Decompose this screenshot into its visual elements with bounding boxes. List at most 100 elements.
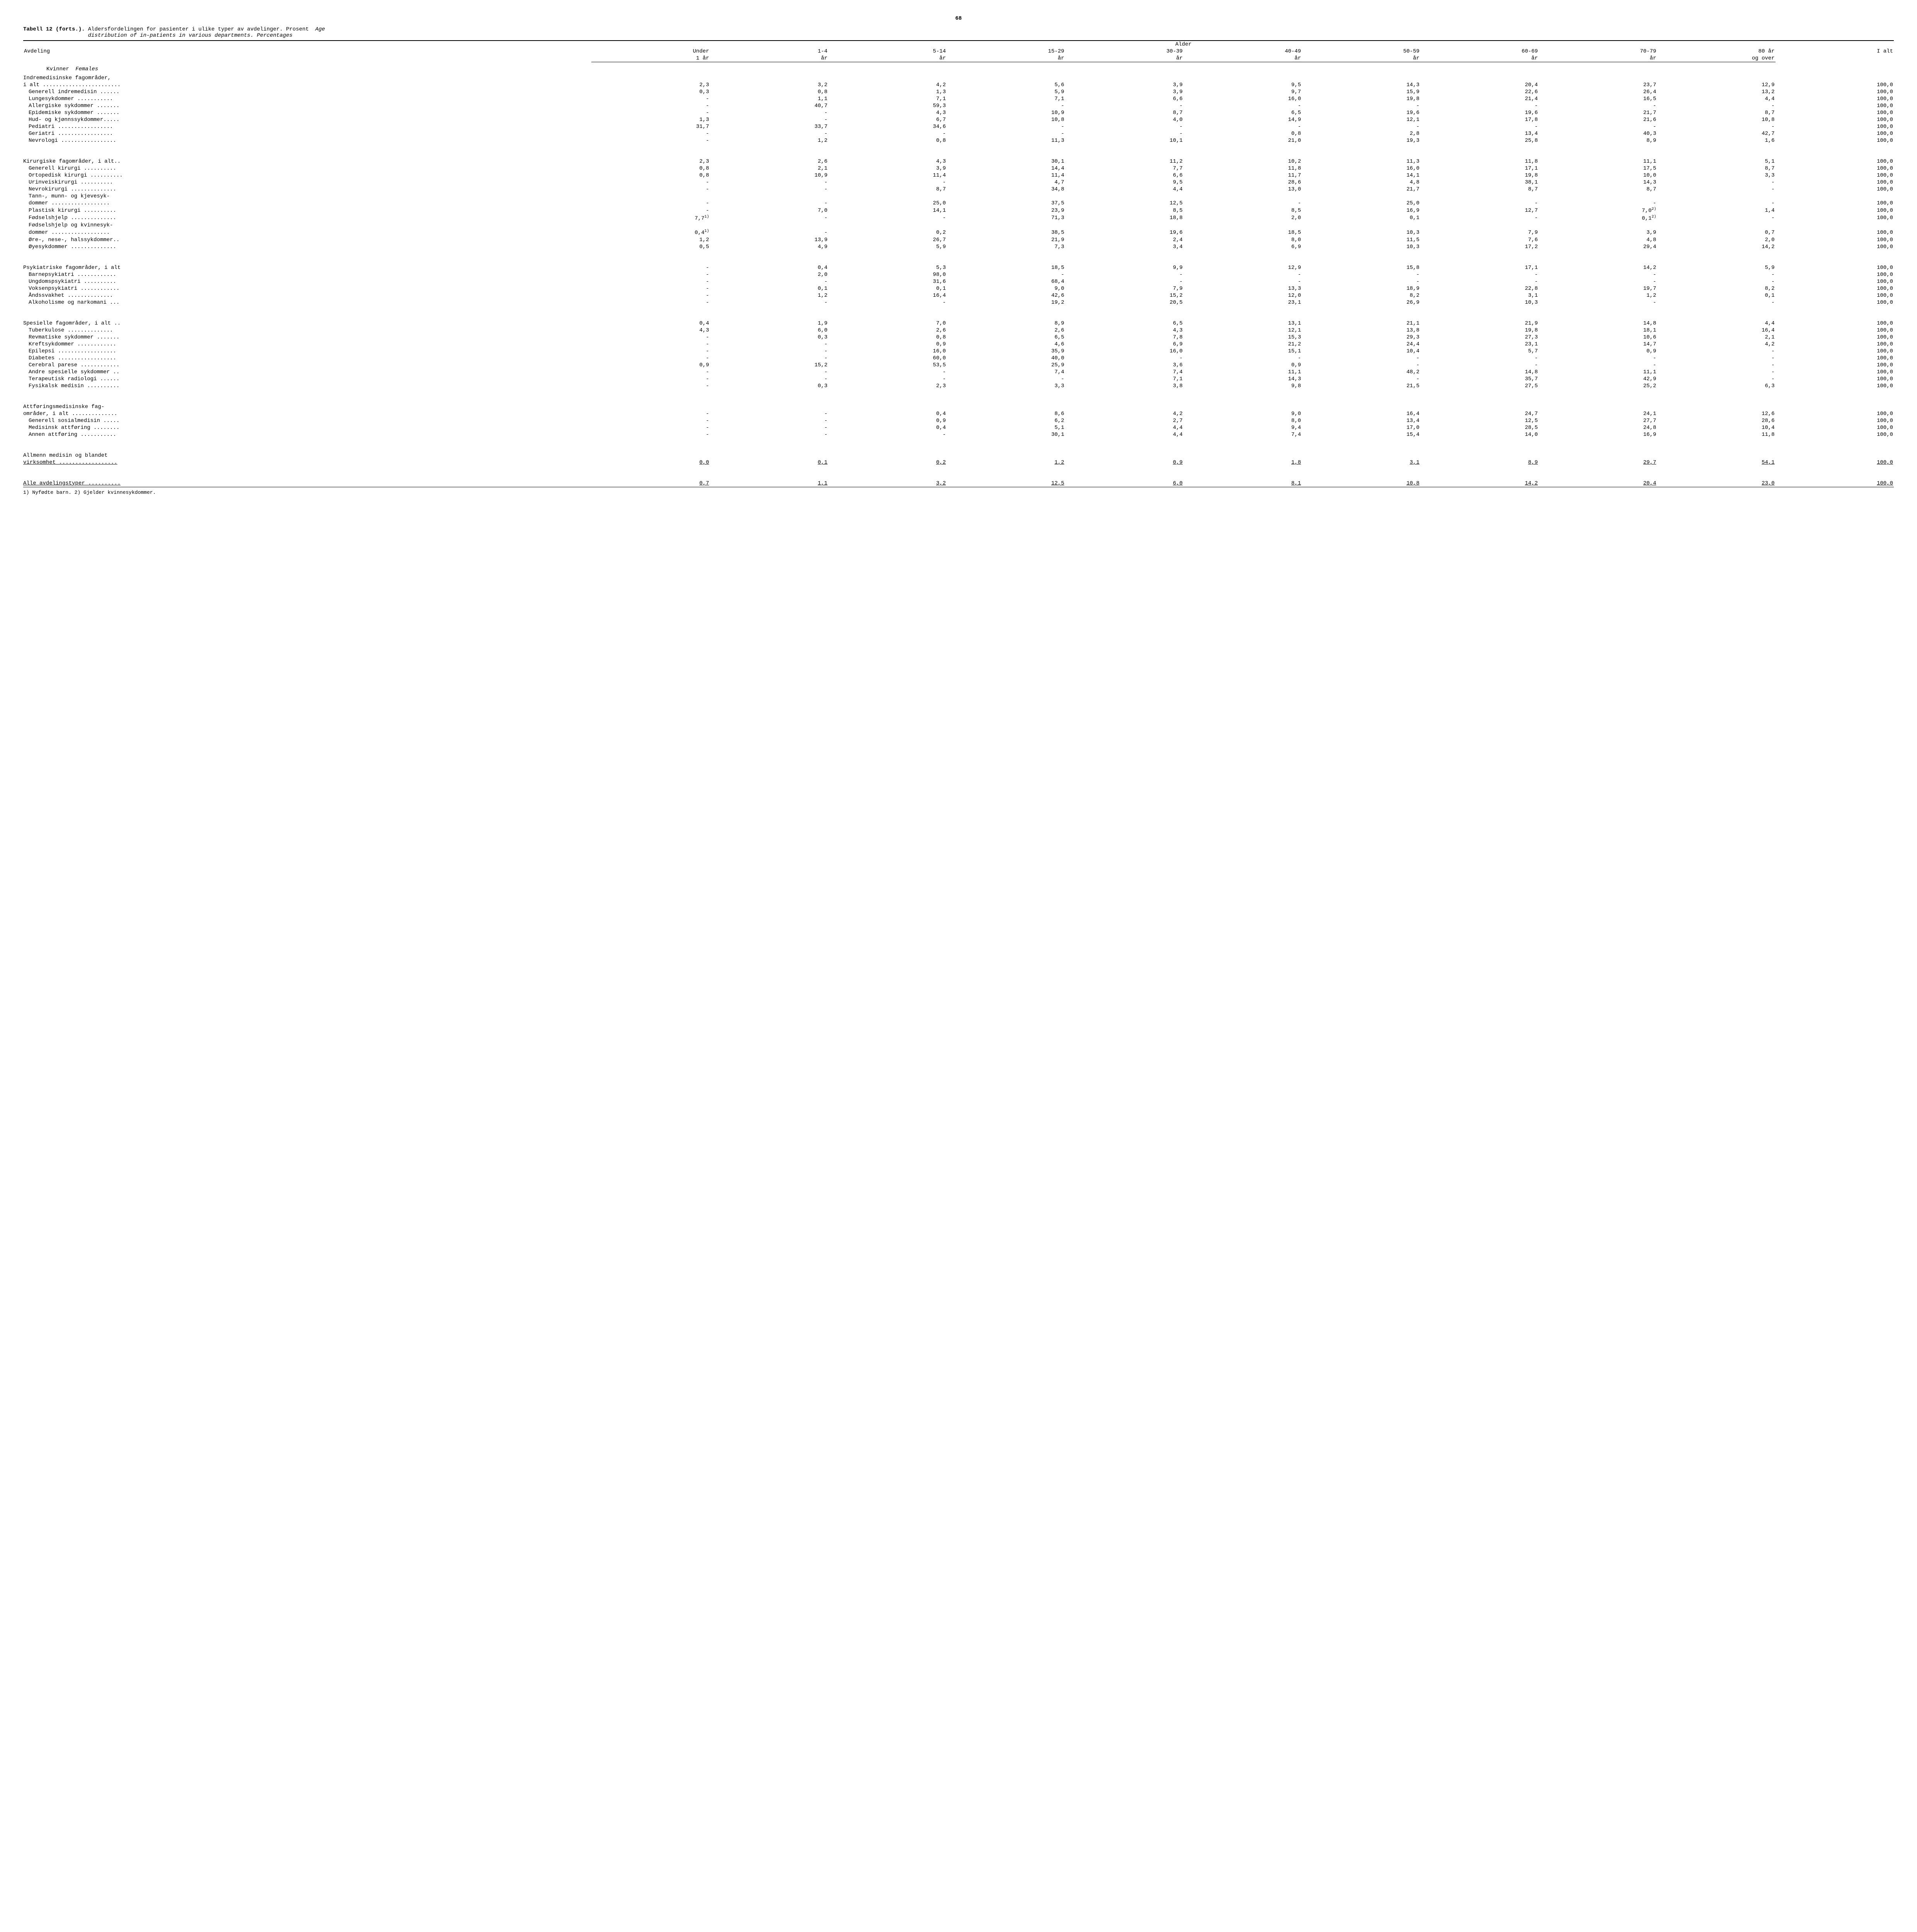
col-header-ialt: I alt (1776, 48, 1894, 62)
col-header-top: 1-4 (710, 48, 828, 55)
cell: 15,3 (1183, 334, 1302, 341)
cell: 0,8 (828, 334, 947, 341)
row-label: Åndssvakhet .............. (23, 292, 591, 299)
cell: - (591, 207, 710, 214)
cell: - (828, 214, 947, 222)
cell: - (1302, 376, 1420, 383)
cell: - (1539, 299, 1657, 306)
cell: 27,7 (1539, 417, 1657, 424)
cell: 3,8 (1065, 383, 1183, 389)
row-label: Generell sosialmedisin ..... (23, 417, 591, 424)
table-row: Revmatiske sykdommer .......-0,30,86,57,… (23, 334, 1894, 341)
row-label: Barnepsykiatri ............ (23, 271, 591, 278)
cell: - (591, 424, 710, 431)
row-label: Attføringsmedisinske fag- (23, 403, 591, 410)
col-header-bottom: år (1065, 55, 1183, 62)
cell: 100,0 (1776, 410, 1894, 417)
table-row: Kreftsykdommer ............--0,94,66,921… (23, 341, 1894, 348)
cell: 1,2 (710, 292, 828, 299)
cell: 100,0 (1776, 320, 1894, 327)
table-row: Psykiatriske fagområder, i alt-0,45,318,… (23, 264, 1894, 271)
cell: 100,0 (1776, 355, 1894, 362)
cell: 16,0 (1183, 95, 1302, 102)
cell: - (1420, 271, 1539, 278)
cell: 16,0 (1065, 348, 1183, 355)
cell: 98,0 (828, 271, 947, 278)
cell: 2,8 (1302, 130, 1420, 137)
cell: - (828, 299, 947, 306)
table-row: dommer ..................0,41)-0,238,519… (23, 229, 1894, 236)
table-row: Fysikalsk medisin ..........-0,32,33,33,… (23, 383, 1894, 389)
row-label: Voksenpsykiatri ............ (23, 285, 591, 292)
cell: - (1657, 214, 1775, 222)
cell: 29,3 (1302, 334, 1420, 341)
cell: 18,8 (1065, 214, 1183, 222)
row-label: Alkoholisme og narkomani ... (23, 299, 591, 306)
cell: 28,6 (1657, 417, 1775, 424)
col-header-bottom: år (1183, 55, 1302, 62)
cell (710, 222, 828, 229)
cell: 9,7 (1183, 88, 1302, 95)
cell: 11,8 (1657, 431, 1775, 438)
cell: 6,5 (1183, 109, 1302, 116)
cell: 0,5 (591, 243, 710, 250)
cell: 100,0 (1776, 158, 1894, 165)
cell: 1,1 (710, 95, 828, 102)
cell (1657, 452, 1775, 459)
cell: 7,4 (1183, 431, 1302, 438)
cell: 24,4 (1302, 341, 1420, 348)
cell: - (828, 376, 947, 383)
cell (591, 193, 710, 200)
cell: - (947, 271, 1065, 278)
cell: - (710, 229, 828, 236)
cell: 100,0 (1776, 186, 1894, 193)
table-row: Epilepsi ..................--16,035,916,… (23, 348, 1894, 355)
cell: 10,4 (1657, 424, 1775, 431)
table-row: Tuberkulose ..............4,36,02,62,64,… (23, 327, 1894, 334)
cell: 21,7 (1302, 186, 1420, 193)
cell: 7,1 (828, 95, 947, 102)
cell: 0,8 (1183, 130, 1302, 137)
cell: - (591, 299, 710, 306)
cell: 9,0 (1183, 410, 1302, 417)
cell: 7,02) (1539, 207, 1657, 214)
cell: 19,8 (1302, 95, 1420, 102)
cell: 12,1 (1302, 116, 1420, 123)
cell: 0,1 (1302, 214, 1420, 222)
cell: - (1657, 369, 1775, 376)
cell: 11,1 (1183, 369, 1302, 376)
cell: 17,0 (1302, 424, 1420, 431)
cell: 2,6 (710, 158, 828, 165)
cell: - (1420, 200, 1539, 207)
cell: 7,9 (1065, 285, 1183, 292)
cell: 6,9 (1183, 243, 1302, 250)
cell: 7,1 (1065, 376, 1183, 383)
cell: 10,8 (1657, 116, 1775, 123)
cell: 100,0 (1776, 278, 1894, 285)
cell: 2,4 (1065, 236, 1183, 243)
row-label: Fødselshjelp og kvinnesyk- (23, 222, 591, 229)
col-header-bottom: år (947, 55, 1065, 62)
cell: 29,7 (1539, 459, 1657, 466)
cell: 30,1 (947, 158, 1065, 165)
cell: 100,0 (1776, 383, 1894, 389)
cell: 15,2 (710, 362, 828, 369)
cell: 0,12) (1539, 214, 1657, 222)
cell: 16,4 (1657, 327, 1775, 334)
cell: 42,7 (1657, 130, 1775, 137)
cell: 5,9 (947, 88, 1065, 95)
cell: - (1183, 200, 1302, 207)
row-label: Tuberkulose .............. (23, 327, 591, 334)
cell: 3,4 (1065, 243, 1183, 250)
cell: - (710, 348, 828, 355)
cell: 4,8 (1539, 236, 1657, 243)
cell: - (591, 376, 710, 383)
cell: 18,5 (947, 264, 1065, 271)
table-row: Cerebral parese ............0,915,253,52… (23, 362, 1894, 369)
cell: - (710, 179, 828, 186)
cell: 33,7 (710, 123, 828, 130)
cell: 0,9 (591, 362, 710, 369)
cell: 18,1 (1539, 327, 1657, 334)
cell: - (947, 123, 1065, 130)
table-row: Allergiske sykdommer .......-40,759,3---… (23, 102, 1894, 109)
